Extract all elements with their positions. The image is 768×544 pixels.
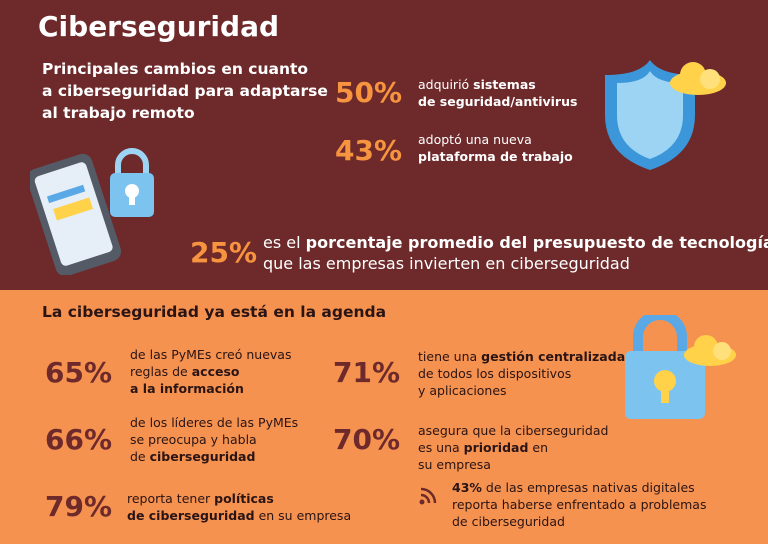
bold-text: de ciberseguridad: [127, 508, 255, 523]
bold-text: políticas: [214, 491, 274, 506]
stat-text: adoptó una nueva plataforma de trabajo: [418, 131, 573, 165]
text-line: plataforma de trabajo: [418, 148, 573, 165]
stat-text: tiene una gestión centralizada de todos l…: [418, 348, 625, 399]
text-run: se preocupa y habla: [130, 432, 257, 447]
bold-text: 43%: [452, 480, 482, 495]
text-run: de ciberseguridad: [452, 514, 565, 529]
percent: 25%: [190, 236, 258, 269]
text-run: es el: [263, 233, 306, 252]
text-run: su empresa: [418, 457, 491, 472]
text-line: adquirió sistemas: [418, 76, 577, 93]
text-run: de las empresas nativas digitales: [481, 480, 695, 495]
text-run: de los líderes de las PyMEs: [130, 415, 299, 430]
text-line: que las empresas invierten en cibersegur…: [263, 253, 768, 274]
text-run: y aplicaciones: [418, 383, 507, 398]
heading-line: al trabajo remoto: [42, 104, 195, 122]
text-run: es una: [418, 440, 464, 455]
bold-text: acceso: [191, 364, 240, 379]
text-line: y aplicaciones: [418, 382, 625, 399]
text-line: 43% de las empresas nativas digitales: [452, 479, 706, 496]
percent: 71%: [333, 356, 401, 389]
title: Ciberseguridad: [38, 10, 280, 43]
text-run: de: [130, 449, 150, 464]
text-run: en su empresa: [254, 508, 352, 523]
text-run: adquirió: [418, 77, 474, 92]
text-line: reporta haberse enfrentado a problemas: [452, 496, 706, 513]
stat-text: adquirió sistemas de seguridad/antivirus: [418, 76, 577, 110]
signal-icon: [419, 487, 437, 505]
stat-text: es el porcentaje promedio del presupuest…: [263, 232, 768, 274]
percent: 79%: [45, 490, 113, 523]
stat-text: reporta tener políticas de ciberseguridad…: [127, 490, 351, 524]
percent: 70%: [333, 423, 401, 456]
percent: 66%: [45, 423, 113, 456]
heading-line: a ciberseguridad para adaptarse: [42, 82, 328, 100]
heading-line: Principales cambios en cuanto: [42, 60, 309, 78]
bold-text: sistemas: [473, 77, 536, 92]
text-line: de seguridad/antivirus: [418, 93, 577, 110]
percent: 43%: [335, 134, 403, 167]
text-line: reglas de acceso: [130, 363, 291, 380]
text-run: que las empresas invierten en cibersegur…: [263, 254, 630, 273]
text-run: reglas de: [130, 364, 192, 379]
bold-text: a la información: [130, 381, 244, 396]
phone-icon: [30, 148, 154, 275]
text-run: asegura que la ciberseguridad: [418, 423, 609, 438]
text-line: adoptó una nueva: [418, 131, 573, 148]
agenda-heading: La ciberseguridad ya está en la agenda: [42, 303, 387, 321]
text-line: se preocupa y habla: [130, 431, 298, 448]
lock-icon: [625, 315, 736, 419]
text-line: de todos los dispositivos: [418, 365, 625, 382]
intro-heading: Principales cambios en cuanto a cibersegu…: [42, 58, 328, 124]
text-run: reporta haberse enfrentado a problemas: [452, 497, 707, 512]
text-run: de las PyMEs creó nuevas: [130, 347, 292, 362]
text-line: reporta tener políticas: [127, 490, 351, 507]
text-run: en: [528, 440, 549, 455]
text-line: su empresa: [418, 456, 608, 473]
text-line: de los líderes de las PyMEs: [130, 414, 298, 431]
stat-text: de los líderes de las PyMEs se preocupa y…: [130, 414, 298, 465]
text-line: es el porcentaje promedio del presupuest…: [263, 232, 768, 253]
stat-text: 43% de las empresas nativas digitales rep…: [452, 479, 706, 530]
bold-text: prioridad: [463, 440, 529, 455]
percent: 50%: [335, 76, 403, 109]
text-line: de ciberseguridad: [130, 448, 298, 465]
text-run: adoptó una nueva: [418, 132, 532, 147]
bold-text: ciberseguridad: [149, 449, 256, 464]
text-line: tiene una gestión centralizada: [418, 348, 625, 365]
shield-icon: [605, 60, 726, 170]
bold-text: de seguridad/antivirus: [418, 94, 578, 109]
text-line: de las PyMEs creó nuevas: [130, 346, 291, 363]
bold-text: plataforma de trabajo: [418, 149, 573, 164]
bold-text: gestión centralizada: [481, 349, 626, 364]
percent: 65%: [45, 356, 113, 389]
stat-text: de las PyMEs creó nuevas reglas de acceso…: [130, 346, 291, 397]
bold-text: porcentaje promedio del presupuesto de t…: [305, 233, 768, 252]
text-line: de ciberseguridad en su empresa: [127, 507, 351, 524]
text-run: de todos los dispositivos: [418, 366, 572, 381]
stat-text: asegura que la ciberseguridad es una prio…: [418, 422, 608, 473]
text-line: de ciberseguridad: [452, 513, 706, 530]
text-line: es una prioridad en: [418, 439, 608, 456]
text-line: a la información: [130, 380, 291, 397]
text-run: reporta tener: [127, 491, 215, 506]
text-line: asegura que la ciberseguridad: [418, 422, 608, 439]
text-run: tiene una: [418, 349, 482, 364]
